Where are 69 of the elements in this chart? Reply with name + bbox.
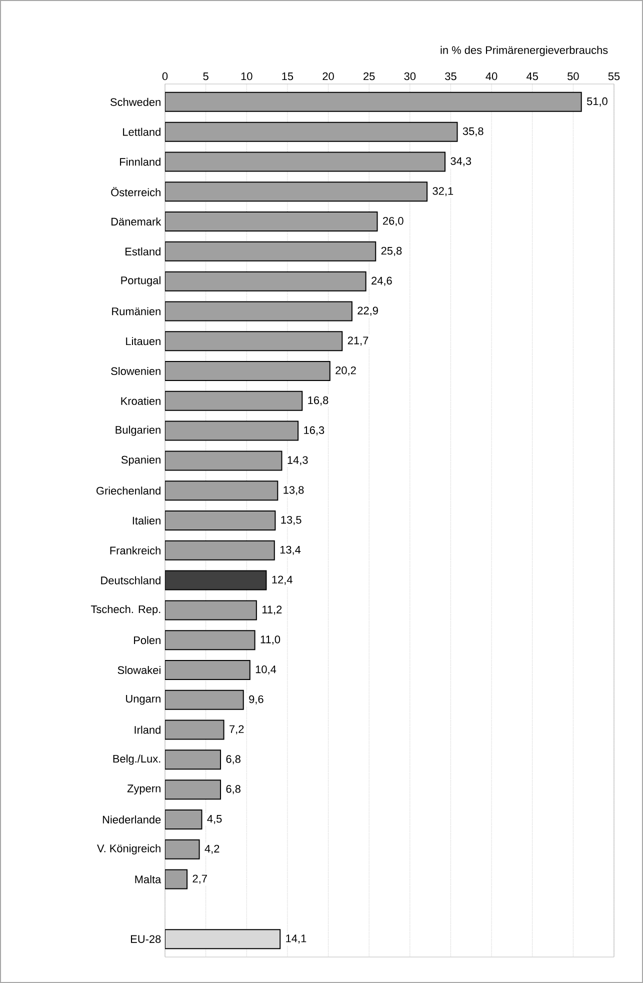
x-tick-label: 20 — [322, 72, 334, 80]
data-label: 16,8 — [308, 396, 328, 406]
y-tick-label: Schweden — [110, 98, 160, 106]
y-tick-label: Irland — [134, 726, 160, 734]
y-tick-label: Estland — [126, 247, 160, 256]
y-tick-label: Spanien — [121, 456, 160, 466]
y-tick-label: Slowenien — [111, 366, 160, 376]
x-tick-label: 15 — [282, 72, 294, 80]
y-tick-label: Portugal — [121, 276, 160, 286]
y-tick-label: Finnland — [120, 158, 160, 166]
y-tick-label: Niederlande — [102, 815, 161, 824]
y-tick-label: Kroatien — [121, 396, 160, 405]
data-label: 14,3 — [288, 456, 308, 466]
data-label: 34,3 — [450, 157, 472, 166]
data-label: 13,4 — [280, 546, 301, 555]
data-label: 25,8 — [381, 246, 402, 256]
y-tick-label: Ungarn — [126, 694, 160, 705]
data-label: 2,7 — [192, 874, 207, 884]
y-tick-label: Slowakei — [118, 666, 160, 674]
x-tick-label: 30 — [404, 72, 416, 80]
y-tick-label: Polen — [134, 636, 160, 644]
data-label: 16,3 — [304, 426, 324, 436]
y-tick-label: Belg./Lux. — [113, 754, 160, 765]
x-tick-label: 0 — [162, 72, 168, 80]
x-tick-label: 40 — [486, 72, 498, 80]
y-tick-label: V. Königreich — [97, 844, 160, 854]
data-label: 4,2 — [204, 844, 220, 854]
x-tick-label: 5 — [203, 72, 208, 80]
y-tick-label: Litauen — [126, 337, 160, 346]
data-label: 51,0 — [586, 97, 608, 106]
data-label: 13,5 — [281, 516, 302, 526]
data-label: 11,2 — [262, 606, 282, 615]
data-label: 7,2 — [230, 725, 244, 734]
y-tick-label: Lettland — [123, 128, 160, 136]
x-tick-label: 45 — [526, 72, 538, 80]
y-tick-label: Tschech. Rep. — [90, 605, 160, 616]
data-label: 12,4 — [272, 576, 292, 585]
data-label: 26,0 — [383, 217, 404, 226]
y-tick-label: Malta — [135, 875, 162, 884]
y-tick-label: Österreich — [111, 186, 160, 196]
y-tick-label: Dänemark — [112, 218, 162, 226]
data-label: 20,2 — [336, 366, 356, 376]
x-tick-label: 35 — [445, 72, 456, 80]
y-tick-label: Italien — [132, 516, 160, 525]
y-tick-label: Bulgarien — [116, 426, 160, 436]
y-tick-label: EU-28 — [130, 935, 161, 943]
data-label: 24,6 — [372, 276, 392, 286]
data-label: 21,7 — [348, 336, 368, 346]
y-tick-label: Rumänien — [112, 307, 160, 316]
y-tick-label: Griechenland — [96, 486, 160, 495]
data-label: 10,4 — [256, 665, 276, 675]
data-label: 9,6 — [249, 695, 264, 704]
data-label: 14,1 — [286, 934, 306, 944]
y-tick-label: Deutschland — [101, 576, 160, 584]
data-label: 35,8 — [462, 127, 484, 136]
data-label: 13,8 — [284, 486, 304, 496]
data-label: 11,0 — [260, 636, 280, 645]
data-label: 32,1 — [432, 187, 454, 196]
y-tick-label: Zypern — [127, 784, 160, 794]
data-label: 6,8 — [226, 755, 240, 764]
y-tick-label: Frankreich — [110, 546, 160, 554]
x-tick-label: 55 — [608, 72, 620, 80]
x-tick-label: 50 — [568, 72, 579, 80]
x-tick-label: 10 — [241, 72, 252, 80]
data-label: 6,8 — [226, 785, 240, 794]
data-label: 4,5 — [207, 815, 222, 824]
x-tick-label: 25 — [364, 72, 375, 80]
x-axis-title: in % des Primärenergieverbrauchs — [440, 46, 608, 56]
data-label: 22,9 — [358, 306, 378, 316]
